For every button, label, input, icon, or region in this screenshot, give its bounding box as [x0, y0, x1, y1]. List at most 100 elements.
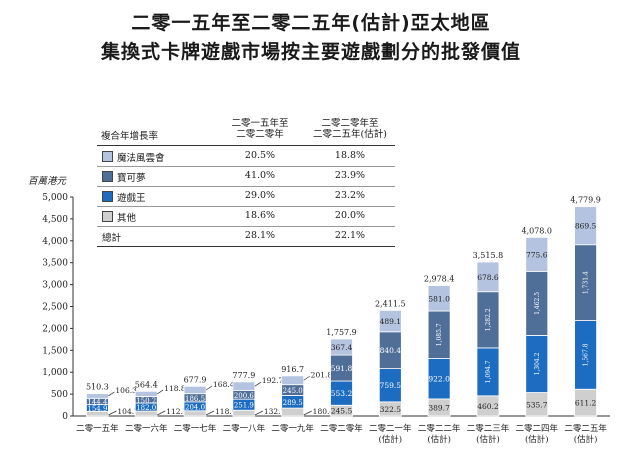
leader-line	[108, 391, 115, 397]
y-tick-label: 0	[62, 412, 68, 422]
legend-swatch-yugioh	[102, 191, 113, 202]
total-label: 4,779.9	[570, 196, 601, 205]
data-label: 204.0	[185, 403, 205, 411]
legend-name: 魔法風雲會	[117, 153, 165, 164]
data-label: 201.8	[311, 370, 333, 379]
data-label: 581.0	[428, 294, 450, 303]
total-label: 2,978.4	[424, 275, 455, 284]
legend-name: 寶可夢	[117, 173, 146, 184]
chart-title-line2: 集換式卡牌遊戲市場按主要遊戲劃分的批發價值	[100, 41, 521, 63]
y-tick-label: 500	[51, 390, 68, 400]
data-label: 132.7	[264, 407, 286, 416]
data-label: 154.9	[87, 405, 107, 413]
bar-segment	[330, 338, 353, 356]
bar-segment	[134, 390, 158, 397]
bar-segment	[281, 375, 305, 386]
data-label: 104.7	[117, 407, 139, 416]
data-label: 1,085.7	[436, 323, 443, 346]
y-tick-label: 5,000	[42, 193, 68, 203]
legend-row-others: 其他 18.6% 20.0%	[97, 207, 395, 227]
total-label: 2,411.5	[375, 299, 406, 308]
data-label: 118.9	[215, 407, 237, 416]
legend-header: 複合年增長率 二零一五年至 二零二零年 二零二零年至 二零二五年(估計)	[97, 117, 395, 146]
data-label: 840.4	[380, 346, 402, 355]
data-label: 535.7	[526, 400, 548, 409]
data-label: 611.2	[575, 399, 597, 408]
bar-segment	[183, 410, 207, 417]
data-label: 118.8	[164, 384, 186, 393]
data-label: 553.2	[331, 389, 353, 398]
legend-swatch-pokemon	[102, 171, 113, 182]
x-tick-label: 二零二一年	[369, 423, 412, 434]
data-label: 112.7	[166, 407, 188, 416]
data-label: 489.1	[380, 317, 401, 326]
data-label: 367.4	[331, 343, 353, 352]
data-label: 245.0	[283, 387, 303, 395]
bar-segment	[281, 407, 305, 417]
y-axis-label: 百萬港元	[28, 176, 68, 187]
x-tick-label: 二零一九年	[271, 423, 314, 434]
data-label: 1,304.2	[534, 352, 541, 375]
data-label: 200.6	[234, 392, 255, 400]
data-label: 150.2	[136, 397, 156, 405]
legend-row-yugioh: 遊戲王 29.0% 23.2%	[97, 187, 395, 207]
legend-row-pokemon: 寶可夢 41.0% 23.9%	[97, 167, 395, 187]
legend-total-cagr2: 22.1%	[334, 230, 366, 241]
bar-segment	[378, 309, 402, 333]
total-label: 916.7	[281, 365, 304, 374]
x-tick-label: 二零一六年	[125, 423, 168, 434]
data-label: 1,567.8	[583, 343, 590, 366]
legend-row-total: 總計 28.1% 22.1%	[97, 227, 395, 247]
x-tick-label-sub: (估計)	[427, 434, 451, 445]
data-label: 251.9	[234, 402, 254, 410]
legend-name: 其他	[117, 213, 137, 224]
leader-line	[157, 389, 164, 395]
x-tick-label-sub: (估計)	[574, 434, 598, 445]
legend-total-name: 總計	[102, 233, 122, 244]
legend-row-magic: 魔法風雲會 20.5% 18.8%	[97, 147, 395, 167]
x-tick-label-sub: (估計)	[525, 434, 549, 445]
bar-segment	[427, 285, 451, 312]
data-label: 775.6	[526, 250, 548, 259]
leader-line	[254, 381, 262, 387]
y-tick-label: 1,500	[42, 346, 68, 356]
bar-segment	[525, 236, 549, 272]
legend-cagr2: 20.0%	[334, 210, 366, 221]
data-label: 1,731.4	[583, 271, 590, 294]
legend-cagr2: 23.2%	[334, 190, 366, 201]
data-label: 1,282.2	[485, 308, 492, 331]
chart-title-line1: 二零一五年至二零二五年(估計)亞太地區	[131, 12, 491, 34]
data-label: 144.4	[87, 398, 108, 406]
data-label: 591.8	[331, 364, 353, 373]
data-label: 322.5	[380, 405, 402, 414]
data-label: 289.5	[283, 399, 303, 407]
data-label: 168.4	[213, 380, 235, 389]
leader-line	[303, 375, 310, 381]
data-label: 182.0	[136, 404, 156, 412]
x-tick-label: 二零一五年	[76, 423, 119, 434]
data-label: 389.7	[428, 403, 450, 412]
legend-cagr2: 18.8%	[334, 150, 366, 161]
legend-col2-line1: 二零二零年至	[321, 118, 379, 129]
leader-line	[157, 410, 166, 416]
x-tick-label-sub: (估計)	[476, 434, 500, 445]
legend-cagr1: 20.5%	[244, 150, 276, 161]
x-tick-label: 二零二二年	[418, 423, 461, 434]
data-label: 759.5	[380, 381, 402, 390]
total-label: 777.9	[232, 371, 255, 380]
legend-swatch-magic	[102, 151, 113, 162]
y-tick-label: 3,000	[42, 281, 68, 291]
legend-cagr1: 18.6%	[244, 210, 276, 221]
legend-col2-header: 二零二零年至 二零二五年(估計)	[305, 118, 395, 140]
y-tick-label: 2,500	[42, 303, 68, 313]
total-label: 3,515.8	[473, 251, 504, 260]
legend-total-cagr1: 28.1%	[244, 230, 276, 241]
total-label: 510.3	[86, 383, 109, 392]
data-label: 1,094.7	[485, 360, 492, 383]
legend-name: 遊戲王	[117, 193, 146, 204]
bar-segment	[183, 385, 207, 395]
x-tick-label: 二零二四年	[516, 423, 559, 434]
leader-line	[205, 385, 213, 391]
total-label: 677.9	[184, 375, 207, 384]
